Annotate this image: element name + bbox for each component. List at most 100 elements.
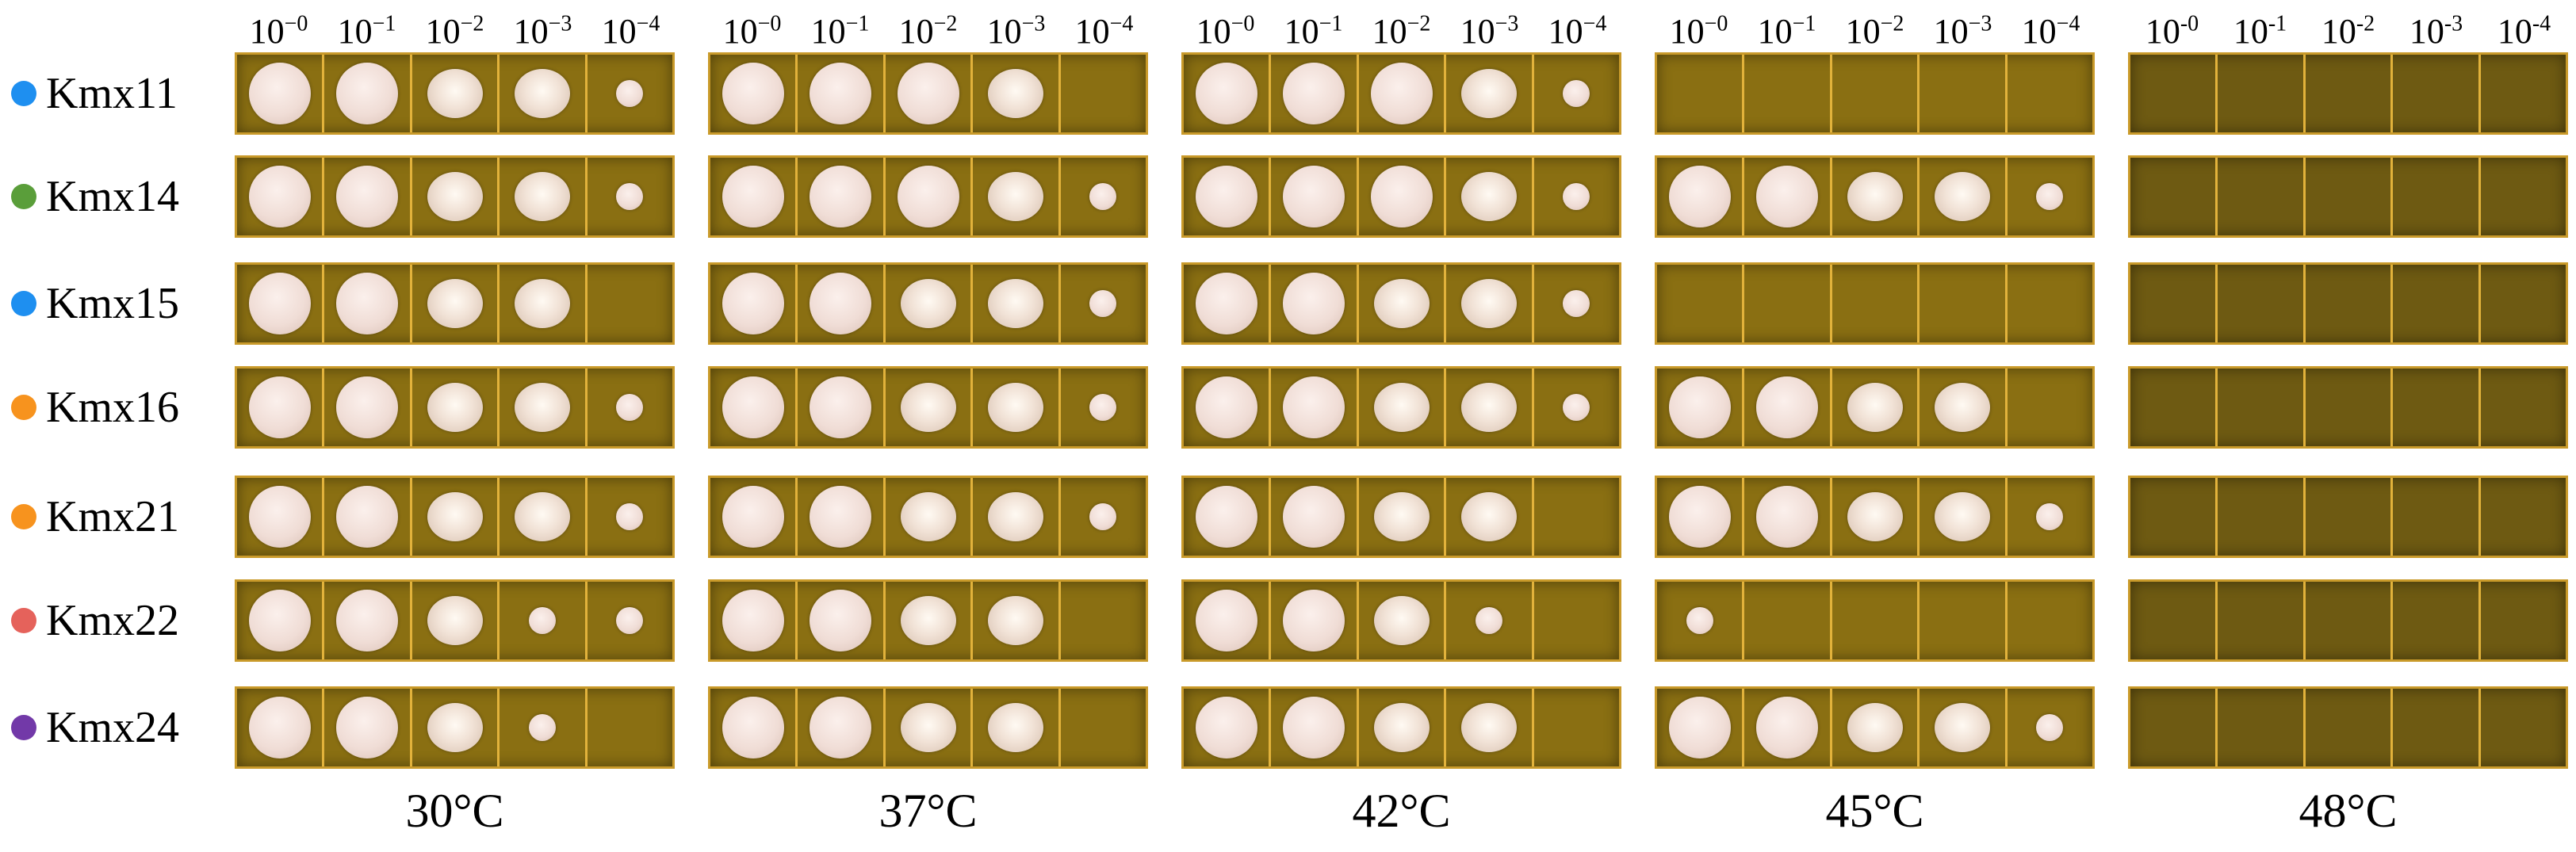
yeast-colony [1283, 376, 1345, 438]
spot-cell [324, 689, 412, 766]
spot-cell [1657, 478, 1745, 556]
strain-label: Kmx21 [46, 492, 179, 541]
dilution-header: 10−0 10−1 10−2 10−3 10−4 [708, 8, 1148, 55]
spot-cell [1744, 55, 1832, 132]
spot-cell [973, 55, 1061, 132]
spot-cell [1184, 369, 1272, 446]
yeast-colony [1563, 394, 1590, 421]
temperature-panel-42c: 10−0 10−1 10−2 10−3 10−4 42°C [1181, 0, 1621, 852]
spot-cell [1832, 689, 1920, 766]
dilution-label: 10-2 [2321, 11, 2375, 51]
spot-cell [2008, 158, 2092, 235]
spot-cell [1184, 55, 1272, 132]
plate-strip [235, 366, 675, 449]
spot-cell [412, 478, 500, 556]
spot-cell [237, 265, 325, 342]
yeast-colony [1847, 703, 1903, 752]
dilution-label: 10-4 [2497, 11, 2551, 51]
yeast-colony [987, 279, 1043, 328]
yeast-colony [1195, 63, 1257, 124]
yeast-colony [248, 697, 311, 758]
temperature-panel-48c: 10-0 10-1 10-2 10-3 10-4 48°C [2128, 0, 2568, 852]
spot-cell [2306, 158, 2394, 235]
yeast-colony [987, 596, 1043, 645]
spot-cell [1920, 689, 2008, 766]
spot-cell [1359, 55, 1447, 132]
temperature-label: 45°C [1825, 785, 1924, 837]
strain-label: Kmx15 [46, 279, 179, 328]
yeast-colony [336, 166, 399, 227]
strain-color-dot [11, 504, 36, 529]
spot-cell [973, 478, 1061, 556]
yeast-colony [1460, 69, 1517, 118]
yeast-colony [1460, 383, 1517, 432]
spot-cell [1184, 478, 1272, 556]
plate-strip [235, 155, 675, 238]
spot-cell [2130, 582, 2218, 659]
spot-cell [2218, 55, 2306, 132]
plate-strip [2128, 155, 2568, 238]
spot-cell [1657, 689, 1745, 766]
spot-cell [412, 55, 500, 132]
plate-strip [708, 52, 1148, 135]
yeast-colony [900, 279, 956, 328]
spot-cell [798, 369, 886, 446]
spot-cell [1832, 478, 1920, 556]
spot-cell [2218, 689, 2306, 766]
dilution-label: 10−1 [337, 11, 396, 51]
dilution-exponent: −3 [1968, 11, 1992, 36]
strain-color-dot [11, 395, 36, 420]
yeast-colony [2036, 714, 2064, 741]
spot-cell [2393, 158, 2481, 235]
yeast-colony [1847, 383, 1903, 432]
spot-cell [1534, 369, 1619, 446]
yeast-colony [722, 63, 784, 124]
dilution-label: 10−4 [1074, 11, 1134, 51]
dilution-label: 10−2 [898, 11, 958, 51]
spot-cell [2008, 55, 2092, 132]
spot-cell [1920, 478, 2008, 556]
spot-cell [973, 158, 1061, 235]
yeast-colony [810, 166, 872, 227]
spot-cell [500, 158, 588, 235]
yeast-colony [1475, 607, 1502, 634]
spot-cell [324, 265, 412, 342]
spot-cell [2130, 158, 2218, 235]
yeast-colony [1283, 273, 1345, 334]
plate-strip [2128, 476, 2568, 558]
strain-color-dot [11, 608, 36, 633]
plate-strip [708, 476, 1148, 558]
strain-row-kmx11: Kmx11 [0, 62, 230, 125]
yeast-colony [1460, 492, 1517, 541]
temperature-label: 42°C [1352, 785, 1451, 837]
spot-cell [798, 265, 886, 342]
yeast-colony [1089, 183, 1117, 210]
dilution-label: 10−4 [601, 11, 660, 51]
spot-cell [500, 478, 588, 556]
yeast-colony [810, 590, 872, 651]
dilution-exponent: −3 [1021, 11, 1046, 36]
spot-cell [2393, 369, 2481, 446]
spot-cell [324, 478, 412, 556]
spot-cell [2130, 369, 2218, 446]
dilution-exponent: −2 [460, 11, 484, 36]
plate-strip [235, 476, 675, 558]
yeast-colony [900, 492, 956, 541]
dilution-exponent: −0 [1704, 11, 1728, 36]
yeast-colony [987, 703, 1043, 752]
spot-cell [1061, 369, 1146, 446]
plate-strip [1181, 579, 1621, 662]
dilution-exponent: −2 [1407, 11, 1431, 36]
spot-cell [1534, 478, 1619, 556]
dilution-label: 10-0 [2145, 11, 2199, 51]
spot-cell [1446, 478, 1534, 556]
dilution-exponent: −4 [1583, 11, 1607, 36]
dilution-label: 10-3 [2409, 11, 2463, 51]
yeast-colony [616, 183, 644, 210]
yeast-colony [987, 69, 1043, 118]
yeast-colony [900, 596, 956, 645]
spot-cell [2218, 582, 2306, 659]
spot-cell [1271, 265, 1359, 342]
dilution-exponent: −1 [372, 11, 396, 36]
dilution-exponent: −1 [845, 11, 870, 36]
